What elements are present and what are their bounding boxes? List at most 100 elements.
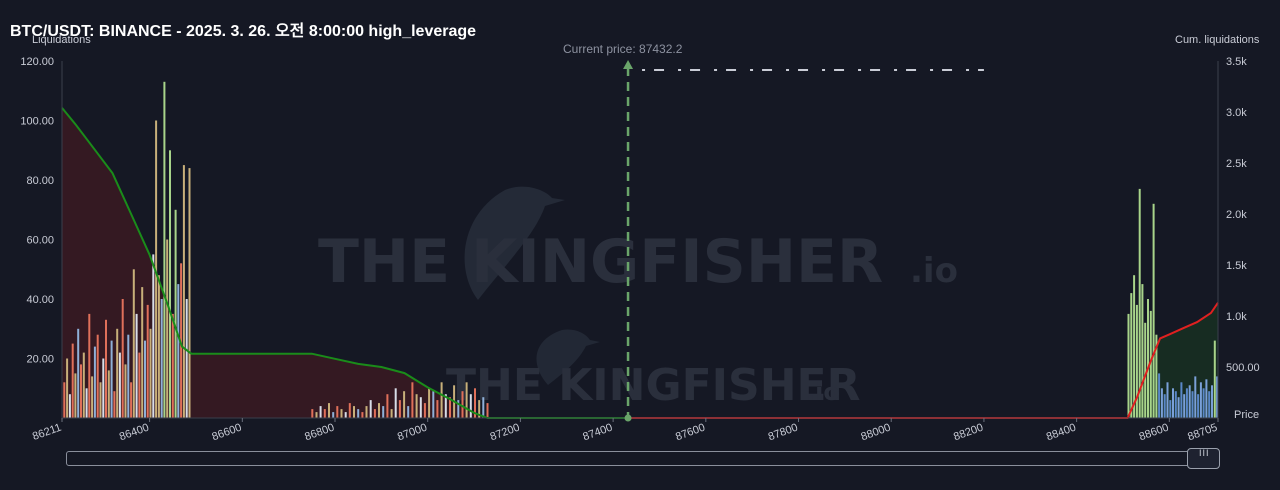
liquidation-bar: [99, 382, 102, 418]
x-tick-label: 86400: [118, 422, 151, 444]
liquidation-bar: [155, 120, 158, 418]
liquidation-bar: [1135, 304, 1138, 418]
liquidation-bar: [323, 409, 326, 418]
liquidation-bar: [1185, 388, 1188, 419]
liquidation-bar: [188, 168, 191, 418]
y-tick-label: 80.00: [26, 175, 54, 187]
scrollbar-grip-icon: III: [1199, 448, 1210, 458]
liquidation-bar: [1169, 400, 1172, 418]
liquidation-bar: [332, 412, 335, 418]
liquidation-bar: [461, 391, 464, 418]
liquidation-bar: [390, 409, 393, 418]
liquidation-bar: [63, 382, 66, 418]
liquidation-bar: [1180, 382, 1183, 418]
liquidation-bar: [361, 412, 364, 418]
x-tick-label: 86211: [31, 422, 63, 443]
x-tick-label: 87400: [581, 422, 614, 444]
y2-tick-label: 1.0k: [1226, 311, 1247, 323]
watermark-suffix: .io: [910, 251, 958, 291]
liquidation-bar: [1174, 391, 1177, 418]
liquidation-bar: [1163, 394, 1166, 418]
liquidation-bar: [482, 397, 485, 418]
liquidation-bar: [1194, 376, 1197, 418]
liquidation-bar: [1205, 379, 1208, 418]
liquidation-bar: [311, 409, 314, 418]
x-tick-label: 86600: [210, 422, 243, 444]
liquidation-bar: [130, 382, 133, 418]
liquidation-bar: [171, 313, 174, 418]
liquidation-bar: [91, 376, 94, 418]
liquidation-bar: [144, 340, 146, 418]
liquidation-bar: [1183, 394, 1186, 418]
liquidation-bar: [174, 209, 177, 419]
liquidation-bar: [113, 391, 116, 418]
liquidation-bar: [415, 394, 418, 418]
liquidation-bar: [365, 406, 368, 418]
liquidation-bar: [1216, 376, 1219, 418]
liquidation-bar: [121, 299, 124, 418]
right-axis-label: Cum. liquidations: [1175, 34, 1260, 46]
liquidation-bar: [185, 299, 188, 418]
y-tick-label: 120.00: [20, 56, 54, 68]
liquidation-bar: [163, 81, 166, 419]
liquidation-bar: [394, 388, 397, 419]
liquidation-bar: [1211, 385, 1213, 418]
liquidation-bar: [407, 406, 410, 418]
liquidation-bar: [1141, 284, 1144, 418]
x-tick-label: 88600: [1138, 422, 1171, 444]
liquidation-bar: [105, 319, 107, 418]
liquidation-bar: [85, 388, 88, 419]
liquidation-bar: [449, 397, 451, 418]
x-tick-label: 86800: [303, 422, 336, 444]
liquidation-bar: [77, 328, 80, 419]
liquidation-bar: [1138, 188, 1141, 418]
liquidation-bar: [146, 304, 149, 418]
liquidation-bar: [141, 287, 144, 418]
liquidation-bar: [116, 328, 119, 419]
liquidation-bar: [107, 370, 110, 418]
watermark-main-small: THE KINGFISHER: [446, 360, 861, 411]
scrollbar-track[interactable]: [66, 451, 1220, 466]
liquidation-bar: [1199, 382, 1202, 418]
liquidation-bar: [66, 358, 69, 418]
liquidation-bar: [71, 343, 74, 418]
liquidation-bar: [369, 400, 372, 418]
liquidation-bar: [157, 275, 160, 418]
watermark-main: THE KINGFISHER: [318, 227, 883, 297]
liquidation-bar: [353, 406, 355, 418]
watermark: THE KINGFISHER .io THE KINGFISHER .io: [318, 186, 958, 411]
left-axis-label: Liquidations: [32, 34, 91, 46]
liquidation-bar: [110, 340, 113, 418]
liquidation-bar: [465, 382, 468, 418]
liquidation-bar: [386, 394, 389, 418]
liquidation-bar: [88, 313, 91, 418]
y2-tick-label: 3.0k: [1226, 107, 1247, 119]
liquidation-bar: [1127, 313, 1130, 418]
liquidation-bar: [102, 358, 105, 418]
liquidation-bar: [177, 284, 180, 418]
liquidation-bar: [1155, 334, 1158, 418]
liquidation-bar: [160, 299, 163, 418]
price-axis-label: Price: [1234, 409, 1260, 421]
liquidation-bar: [1147, 299, 1149, 418]
liquidation-bar: [68, 394, 71, 418]
y2-tick-label: 1.5k: [1226, 260, 1247, 272]
liquidation-bar: [474, 388, 476, 419]
liquidation-bar: [135, 313, 138, 418]
liquidation-bar: [1133, 275, 1136, 418]
long-cum-line: [61, 107, 628, 419]
scrollbar-handle[interactable]: III: [1187, 448, 1220, 469]
liquidation-bar: [469, 394, 472, 418]
liquidation-bar: [344, 412, 347, 418]
liquidation-bar: [382, 406, 385, 418]
liquidation-bar: [93, 346, 96, 418]
liquidation-bar: [1130, 293, 1133, 418]
liquidation-bar: [423, 403, 426, 418]
liquidation-bar: [444, 394, 447, 418]
liquidation-bar: [378, 403, 380, 418]
watermark-suffix-small: .io: [806, 378, 840, 406]
y2-tick-label: 2.5k: [1226, 158, 1247, 170]
liquidation-bar: [118, 352, 121, 418]
liquidation-bar: [419, 397, 422, 418]
